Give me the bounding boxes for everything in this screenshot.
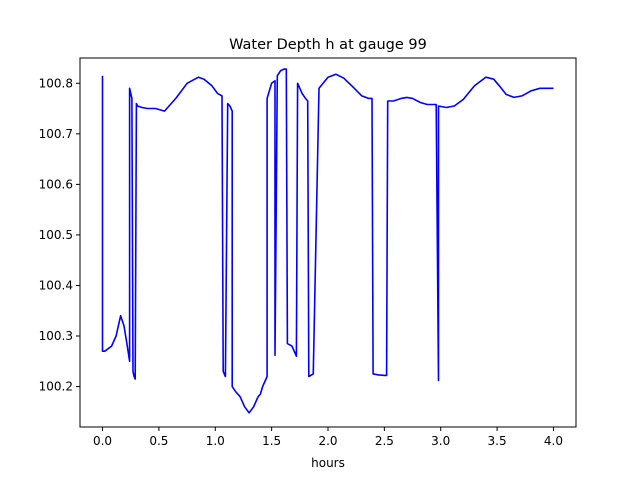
x-tick-label: 1.0: [206, 434, 225, 448]
x-tick-label: 2.5: [375, 434, 394, 448]
x-tick-label: 4.0: [544, 434, 563, 448]
y-tick-label: 100.4: [39, 278, 73, 292]
x-tick-label: 3.5: [488, 434, 507, 448]
chart-title: Water Depth h at gauge 99: [229, 37, 427, 53]
plot-background: [80, 58, 576, 427]
x-axis: 0.0 0.5 1.0 1.5 2.0 2.5 3.0 3.5 4.0: [93, 427, 563, 448]
x-tick-label: 0.5: [149, 434, 168, 448]
x-tick-label: 2.0: [318, 434, 337, 448]
x-tick-label: 3.0: [431, 434, 450, 448]
plot-area: [79, 57, 577, 428]
y-tick-label: 100.2: [39, 380, 73, 394]
y-tick-label: 100.6: [39, 177, 73, 191]
y-tick-label: 100.3: [39, 329, 73, 343]
x-tick-label: 1.5: [262, 434, 281, 448]
y-tick-label: 100.5: [39, 228, 73, 242]
y-tick-label: 100.8: [39, 76, 73, 90]
series-line: [101, 68, 554, 414]
y-tick-label: 100.7: [39, 127, 73, 141]
x-axis-label: hours: [311, 456, 345, 470]
x-tick-label: 0.0: [93, 434, 112, 448]
y-axis: 100.2 100.3 100.4 100.5 100.6 100.7 100.8: [39, 76, 80, 394]
